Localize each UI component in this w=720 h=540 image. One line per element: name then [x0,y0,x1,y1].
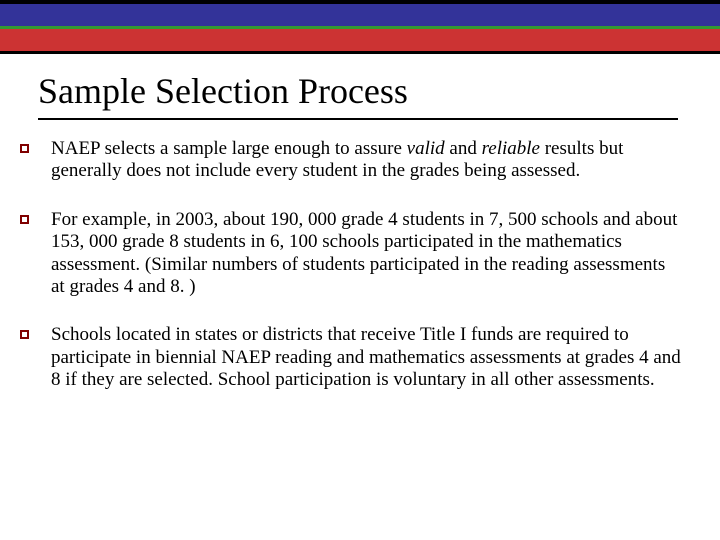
italic-text: reliable [482,138,540,159]
italic-text: valid [407,138,445,159]
square-bullet-icon [20,330,29,339]
bullet-text: For example, in 2003, about 190, 000 gra… [51,209,682,299]
square-bullet-icon [20,215,29,224]
bullet-list: NAEP selects a sample large enough to as… [38,138,682,392]
slide-content: Sample Selection Process NAEP selects a … [0,54,720,392]
text-segment: NAEP selects a sample large enough to as… [51,138,407,159]
bullet-text: Schools located in states or districts t… [51,324,682,391]
bullet-text: NAEP selects a sample large enough to as… [51,138,682,183]
list-item: NAEP selects a sample large enough to as… [20,138,682,183]
list-item: Schools located in states or districts t… [20,324,682,391]
header-bars [0,0,720,54]
title-underline [38,118,678,120]
list-item: For example, in 2003, about 190, 000 gra… [20,209,682,299]
bar-red [0,29,720,51]
slide-title: Sample Selection Process [38,70,682,112]
text-segment: and [445,138,482,159]
bar-blue [0,4,720,26]
square-bullet-icon [20,144,29,153]
